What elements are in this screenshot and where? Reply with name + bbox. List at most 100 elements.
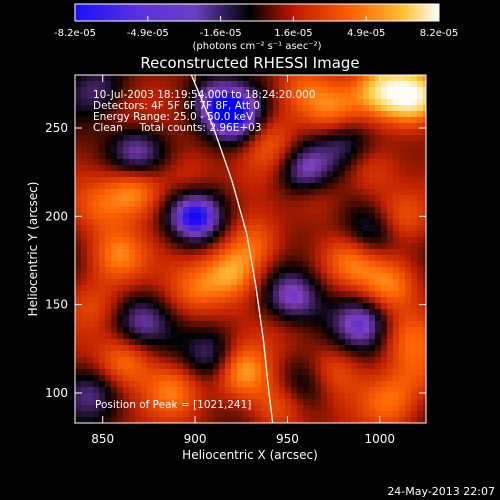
heatmap-cell (207, 381, 214, 388)
heatmap-cell (87, 189, 94, 196)
heatmap-cell (201, 183, 208, 190)
heatmap-cell (393, 303, 400, 310)
heatmap-cell (231, 363, 238, 370)
heatmap-cell (261, 159, 268, 166)
heatmap-cell (189, 273, 196, 280)
heatmap-cell (141, 303, 148, 310)
heatmap-cell (423, 333, 426, 340)
heatmap-cell (189, 261, 196, 268)
heatmap-cell (309, 267, 316, 274)
heatmap-cell (309, 399, 316, 406)
heatmap-cell (141, 219, 148, 226)
heatmap-cell (111, 207, 118, 214)
heatmap-cell (255, 231, 262, 238)
heatmap-cell (153, 273, 160, 280)
heatmap-cell (351, 147, 358, 154)
heatmap-cell (201, 81, 208, 88)
heatmap-cell (123, 189, 130, 196)
heatmap-cell (123, 339, 130, 346)
heatmap-cell (261, 315, 268, 322)
heatmap-cell (165, 195, 172, 202)
heatmap-cell (177, 99, 184, 106)
heatmap-cell (339, 291, 346, 298)
heatmap-cell (249, 249, 256, 256)
heatmap-cell (363, 213, 370, 220)
heatmap-cell (141, 243, 148, 250)
heatmap-cell (315, 285, 322, 292)
heatmap-cell (351, 159, 358, 166)
heatmap-cell (393, 291, 400, 298)
heatmap-cell (177, 231, 184, 238)
heatmap-cell (159, 417, 166, 423)
heatmap-cell (261, 291, 268, 298)
heatmap-cell (207, 171, 214, 178)
heatmap-cell (195, 405, 202, 412)
heatmap-cell (285, 141, 292, 148)
heatmap-cell (417, 147, 424, 154)
heatmap-cell (357, 381, 364, 388)
heatmap-cell (129, 141, 136, 148)
heatmap-cell (243, 387, 250, 394)
heatmap-cell (249, 111, 256, 118)
heatmap-cell (183, 387, 190, 394)
heatmap-cell (153, 201, 160, 208)
heatmap-cell (345, 123, 352, 130)
heatmap-cell (363, 381, 370, 388)
heatmap-cell (381, 261, 388, 268)
heatmap-cell (81, 387, 88, 394)
heatmap-cell (387, 273, 394, 280)
heatmap-cell (279, 303, 286, 310)
heatmap-cell (93, 351, 100, 358)
heatmap-cell (75, 285, 82, 292)
heatmap-cell (339, 417, 346, 423)
heatmap-cell (99, 147, 106, 154)
heatmap-cell (207, 417, 214, 423)
heatmap-cell (321, 333, 328, 340)
heatmap-cell (315, 81, 322, 88)
heatmap-cell (315, 213, 322, 220)
heatmap-cell (81, 225, 88, 232)
heatmap-cell (225, 393, 232, 400)
heatmap-cell (363, 285, 370, 292)
heatmap-cell (141, 99, 148, 106)
heatmap-cell (393, 381, 400, 388)
heatmap-cell (345, 387, 352, 394)
heatmap-cell (405, 261, 412, 268)
heatmap-cell (303, 237, 310, 244)
heatmap-cell (237, 417, 244, 423)
heatmap-cell (357, 135, 364, 142)
heatmap-cell (381, 279, 388, 286)
heatmap-cell (183, 195, 190, 202)
heatmap-cell (255, 177, 262, 184)
heatmap-cell (285, 411, 292, 418)
heatmap-cell (111, 153, 118, 160)
heatmap-cell (147, 267, 154, 274)
heatmap-cell (273, 321, 280, 328)
heatmap-cell (315, 393, 322, 400)
plot-frame (74, 74, 427, 424)
heatmap-cell (255, 171, 262, 178)
heatmap-cell (363, 153, 370, 160)
heatmap-cell (399, 369, 406, 376)
heatmap-cell (183, 93, 190, 100)
heatmap-cell (267, 93, 274, 100)
heatmap-cell (399, 249, 406, 256)
heatmap-cell (171, 327, 178, 334)
heatmap-cell (369, 213, 376, 220)
heatmap-cell (267, 321, 274, 328)
heatmap-cell (165, 237, 172, 244)
heatmap-cell (297, 363, 304, 370)
heatmap-cell (219, 351, 226, 358)
heatmap-cell (309, 177, 316, 184)
heatmap-cell (279, 81, 286, 88)
heatmap-cell (75, 339, 82, 346)
heatmap-cell (195, 99, 202, 106)
heatmap-cell (105, 141, 112, 148)
heatmap-cell (159, 213, 166, 220)
heatmap-cell (291, 381, 298, 388)
heatmap-image (75, 75, 426, 423)
heatmap-cell (93, 189, 100, 196)
heatmap-cell (297, 315, 304, 322)
heatmap-cell (345, 363, 352, 370)
heatmap-cell (219, 213, 226, 220)
